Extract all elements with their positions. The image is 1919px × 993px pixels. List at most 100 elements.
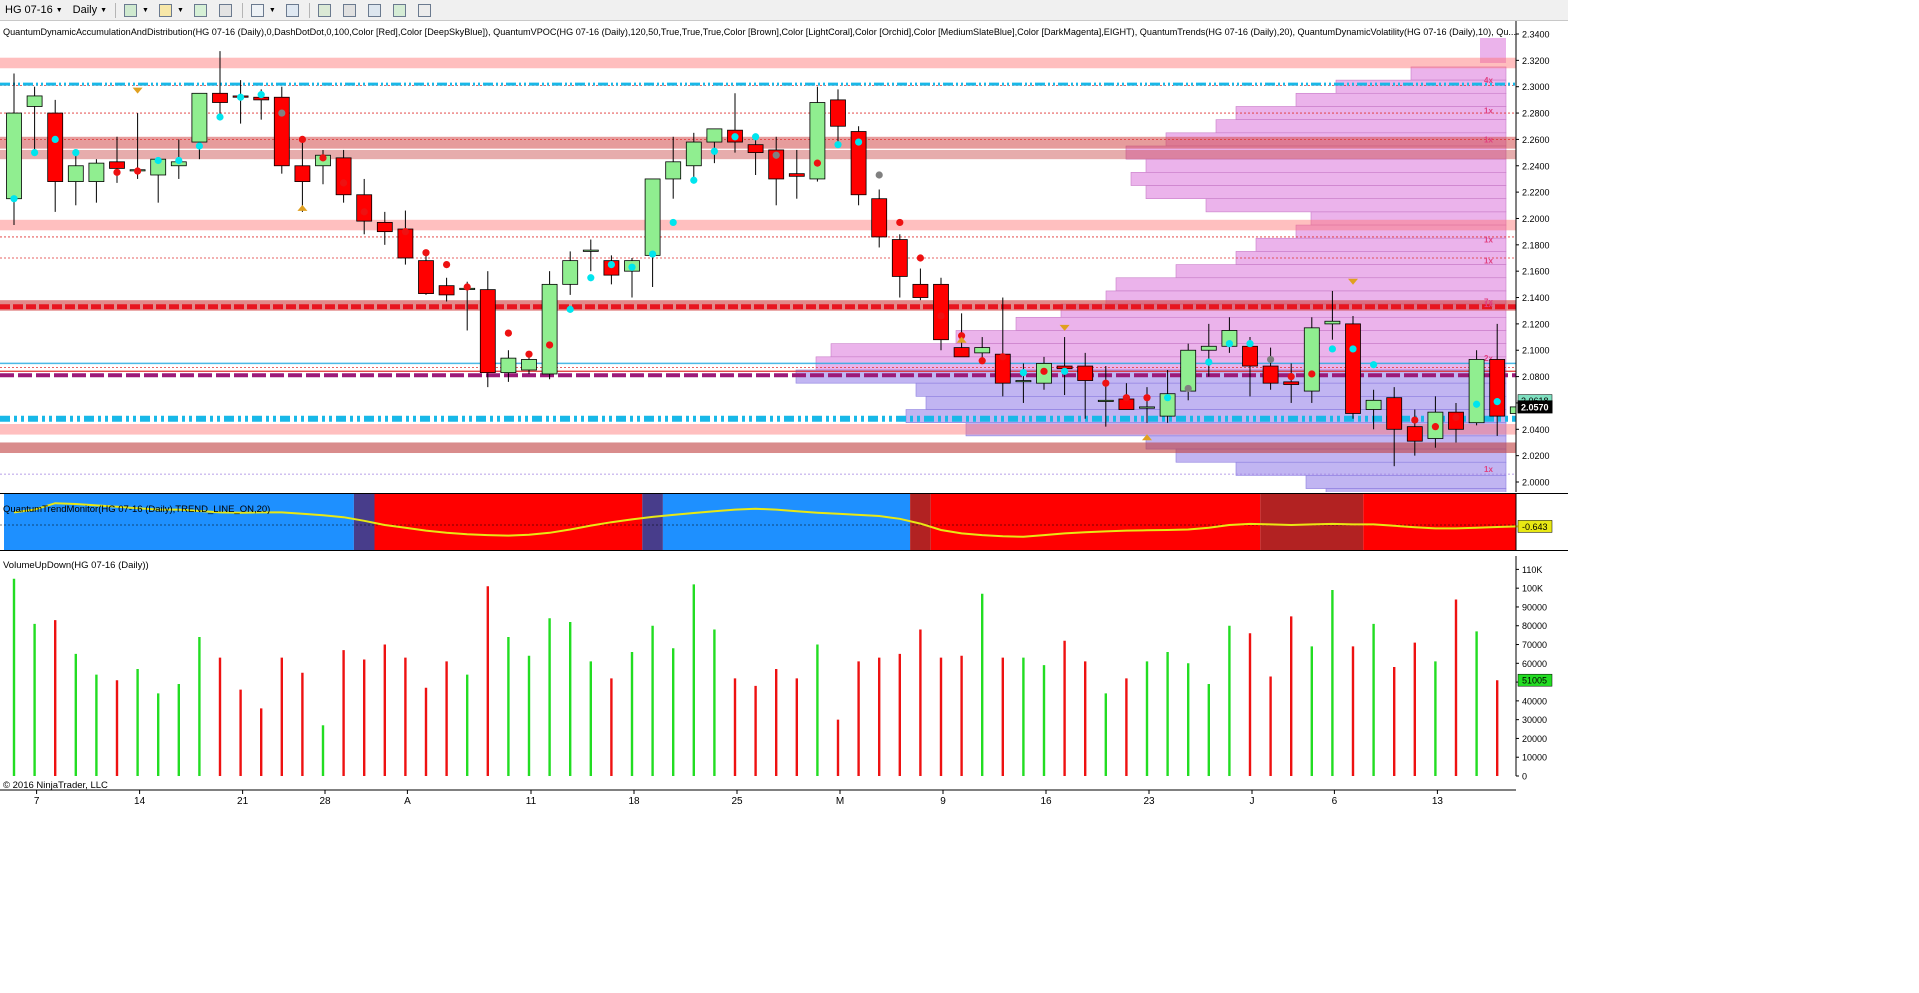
candle[interactable] <box>871 198 888 238</box>
trend-dot <box>257 91 265 99</box>
dollar-icon <box>392 3 406 17</box>
strategy-button[interactable] <box>189 1 214 20</box>
candle[interactable] <box>438 285 455 296</box>
trend-dot <box>813 159 822 167</box>
trend-dot <box>916 254 925 262</box>
trend-dot <box>1349 345 1357 353</box>
candle[interactable] <box>1365 399 1382 410</box>
candle[interactable] <box>109 161 125 169</box>
trend-state-segment <box>1363 494 1516 550</box>
candle[interactable] <box>1159 393 1176 417</box>
candle[interactable] <box>747 144 764 153</box>
time-tick-label: 14 <box>134 796 146 806</box>
trend-dot <box>1019 369 1027 377</box>
candle[interactable] <box>582 249 599 252</box>
candle[interactable] <box>933 283 949 341</box>
candle[interactable] <box>1242 345 1258 367</box>
properties-button[interactable] <box>338 1 363 20</box>
candle[interactable] <box>26 95 43 107</box>
candle[interactable] <box>1097 399 1114 402</box>
price-tick-label: 2.1600 <box>1522 267 1550 277</box>
drawing-tool-button[interactable]: ▼ <box>154 1 189 20</box>
candle[interactable] <box>1345 323 1361 414</box>
trend-dot <box>1473 400 1481 408</box>
volume-profile-bar <box>915 382 1507 397</box>
candle[interactable] <box>788 173 805 177</box>
candle[interactable] <box>356 194 373 222</box>
volume-profile-bar <box>1145 185 1507 200</box>
candle[interactable] <box>1200 345 1217 351</box>
crosshair-button[interactable]: ▼ <box>246 1 281 20</box>
candle[interactable] <box>273 96 290 167</box>
volatility-arrow <box>297 204 308 211</box>
candle[interactable] <box>830 99 846 127</box>
properties-list-button[interactable] <box>413 1 438 20</box>
candle[interactable] <box>47 112 64 182</box>
interval-selector[interactable]: Daily ▼ <box>68 1 112 20</box>
candle[interactable] <box>706 128 723 143</box>
candle[interactable] <box>1283 381 1300 385</box>
price-tick-label: 2.0200 <box>1522 451 1550 461</box>
candle[interactable] <box>644 178 661 256</box>
indicators-button[interactable] <box>313 1 338 20</box>
volume-profile-bar <box>1115 277 1507 292</box>
candle[interactable] <box>1489 359 1506 417</box>
candle[interactable] <box>1015 380 1032 383</box>
candle[interactable] <box>418 260 434 294</box>
candle[interactable] <box>974 347 991 354</box>
time-tick-label: 7 <box>34 796 40 806</box>
candle[interactable] <box>685 141 702 167</box>
candle[interactable] <box>88 162 105 182</box>
strategy-analyzer-button[interactable] <box>388 1 413 20</box>
candle[interactable] <box>768 149 785 180</box>
candle[interactable] <box>500 357 517 374</box>
zoom-button[interactable] <box>281 1 306 20</box>
candle[interactable] <box>1262 365 1279 384</box>
trend-line <box>13 502 1518 538</box>
chart-style-button[interactable]: ▼ <box>119 1 154 20</box>
trend-dot <box>1246 340 1254 348</box>
chevron-down-icon: ▼ <box>55 6 63 14</box>
candle[interactable] <box>1468 359 1485 424</box>
candle[interactable] <box>376 222 393 233</box>
candle[interactable] <box>67 165 84 182</box>
trend-dot <box>51 135 59 144</box>
trend-value-label: -0.643 <box>1522 522 1548 532</box>
last-volume-label: 51005 <box>1522 676 1547 686</box>
data-box-button[interactable] <box>363 1 388 20</box>
candle[interactable] <box>294 165 311 182</box>
candle[interactable] <box>665 161 682 180</box>
candle[interactable] <box>850 131 867 196</box>
candle[interactable] <box>1139 406 1155 409</box>
trend-dot <box>855 138 863 146</box>
candle[interactable] <box>1406 426 1423 442</box>
trend-state-segment <box>910 494 931 550</box>
trend-dot <box>422 249 430 257</box>
candle[interactable] <box>1324 320 1341 325</box>
candle[interactable] <box>912 283 929 298</box>
candle[interactable] <box>212 92 228 103</box>
candle[interactable] <box>479 289 496 374</box>
candle[interactable] <box>953 347 970 358</box>
candle[interactable] <box>521 359 537 371</box>
candle[interactable] <box>541 283 558 375</box>
candle[interactable] <box>1509 406 1525 414</box>
trend-dot <box>937 312 945 320</box>
candle[interactable] <box>6 112 22 200</box>
candle[interactable] <box>1077 365 1094 381</box>
hide-drawings-button[interactable] <box>214 1 239 20</box>
candle[interactable] <box>891 239 908 277</box>
candle[interactable] <box>809 102 826 180</box>
trend-dot <box>154 156 162 165</box>
trend-dot <box>875 171 883 179</box>
trend-state-segment <box>374 494 643 550</box>
candle[interactable] <box>1303 327 1320 392</box>
trend-dot <box>1328 345 1336 353</box>
trend-dot <box>298 135 306 144</box>
instrument-selector[interactable]: HG 07-16 ▼ <box>0 1 68 20</box>
candle[interactable] <box>562 260 579 285</box>
candle[interactable] <box>1386 397 1403 430</box>
candle[interactable] <box>335 157 352 196</box>
candle[interactable] <box>191 92 208 143</box>
